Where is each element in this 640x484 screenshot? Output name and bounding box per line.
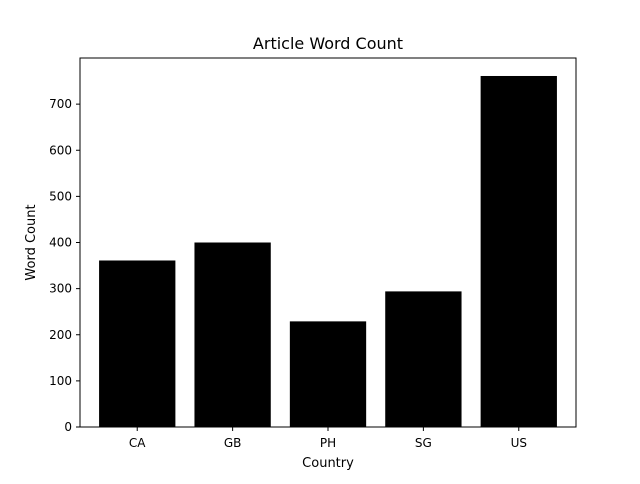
x-tick-label: CA [129,436,146,450]
y-tick-label: 0 [64,420,72,434]
x-tick-label: US [511,436,527,450]
y-axis-label: Word Count [24,204,39,280]
x-tick-label: PH [320,436,336,450]
bars-group [99,75,557,428]
chart-title: Article Word Count [253,34,403,53]
y-tick-label: 300 [49,282,72,296]
x-tick-label: SG [415,436,432,450]
y-tick-label: 600 [49,143,72,157]
bar-ca [99,260,176,427]
bar-ph [289,321,367,427]
y-tick-label: 400 [49,236,72,250]
y-tick-label: 700 [49,97,72,111]
x-tick-label: GB [224,436,242,450]
bar-sg [385,291,462,427]
y-tick-label: 100 [49,374,72,388]
y-tick-label: 500 [49,189,72,203]
bar-us [480,75,557,428]
x-axis-ticks: CA GB PH SG US [129,427,527,450]
plot-frame [79,57,577,428]
y-tick-label: 200 [49,328,72,342]
y-axis-ticks: 0 100 200 300 400 500 600 700 [49,97,80,434]
x-axis-label: Country [302,456,354,471]
bar-gb [194,242,271,427]
